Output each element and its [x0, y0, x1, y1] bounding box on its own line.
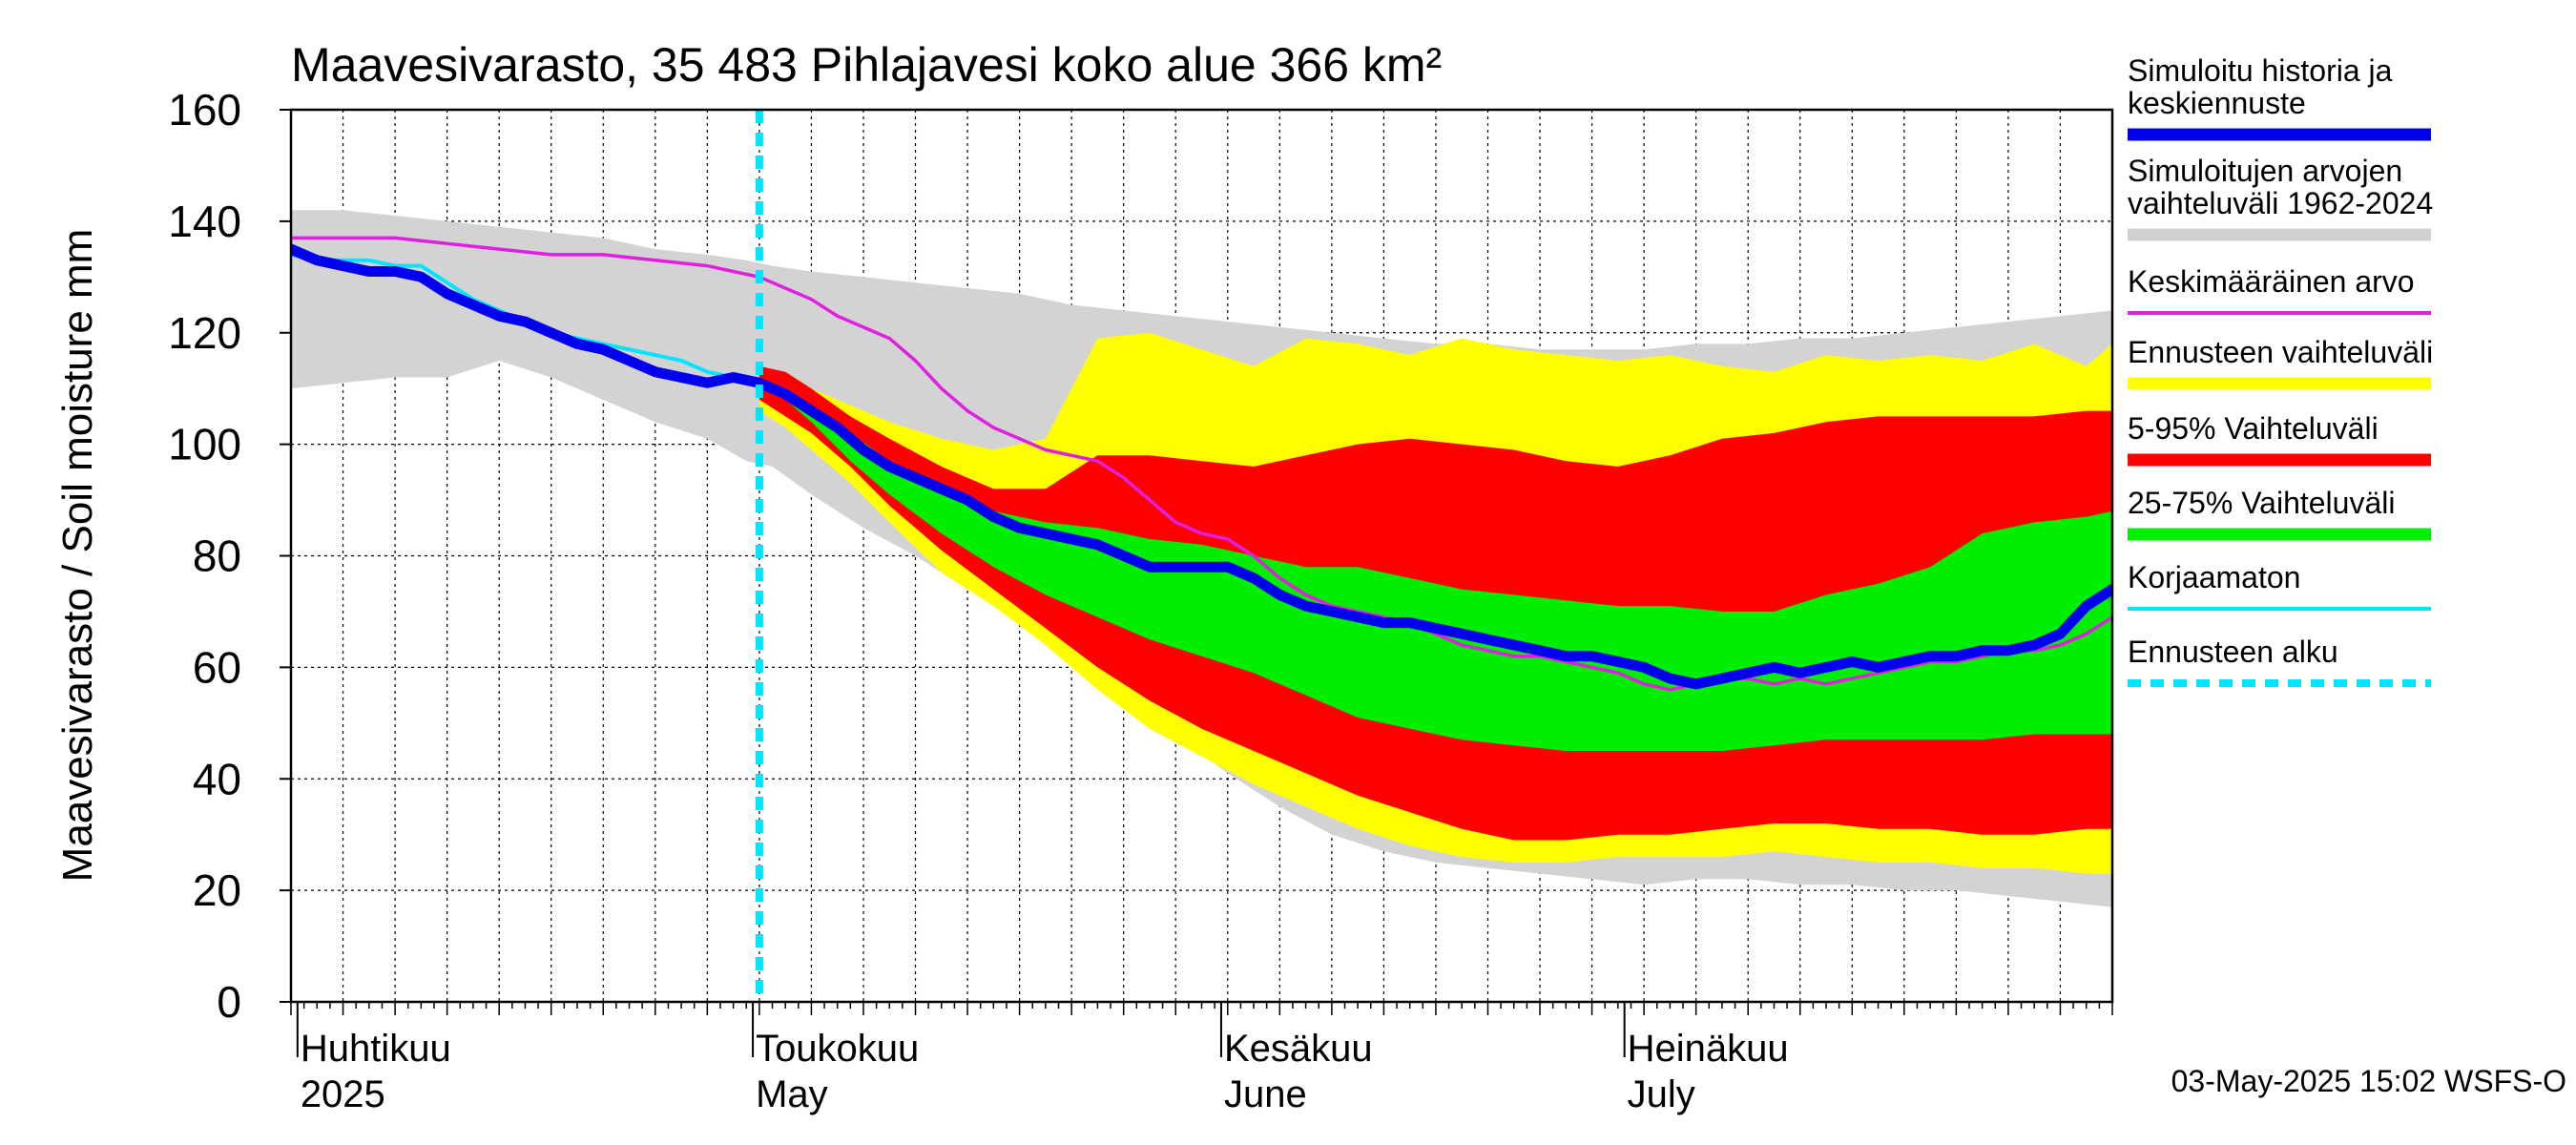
y-tick-label: 160	[168, 85, 241, 135]
legend-label-history: Simuloitu historia ja	[2128, 53, 2393, 88]
month-label-fi: Heinäkuu	[1628, 1028, 1789, 1070]
month-label-fi: Huhtikuu	[301, 1028, 451, 1070]
y-tick-label: 60	[193, 642, 241, 692]
y-tick-label: 100	[168, 420, 241, 469]
y-tick-label: 140	[168, 197, 241, 246]
y-tick-label: 0	[217, 977, 241, 1027]
chart-title: Maavesivarasto, 35 483 Pihlajavesi koko …	[291, 38, 1442, 92]
month-label-en: May	[756, 1073, 828, 1115]
month-label-en: June	[1224, 1073, 1307, 1115]
month-label-fi: Toukokuu	[756, 1028, 919, 1070]
history-line	[291, 243, 2112, 690]
mean-line	[291, 236, 2112, 692]
legend-label-forecast_start: Ennusteen alku	[2128, 635, 2338, 669]
legend-label-sim_range: vaihteluväli 1962-2024	[2128, 186, 2433, 220]
y-tick-label: 120	[168, 308, 241, 358]
y-axis-label: Maavesivarasto / Soil moisture mm	[54, 229, 101, 883]
month-label-en: 2025	[301, 1073, 385, 1115]
legend-label-sim_range: Simuloitujen arvojen	[2128, 154, 2402, 188]
legend-label-mean: Keskimääräinen arvo	[2128, 264, 2415, 299]
y-tick-label: 40	[193, 754, 241, 803]
legend-label-history: keskiennuste	[2128, 86, 2306, 120]
month-label-fi: Kesäkuu	[1224, 1028, 1373, 1070]
legend-label-forecast_range: Ennusteen vaihteluväli	[2128, 335, 2433, 369]
legend-label-uncorrected: Korjaamaton	[2128, 560, 2300, 594]
legend-label-p25_75: 25-75% Vaihteluväli	[2128, 486, 2395, 520]
timestamp: 03-May-2025 15:02 WSFS-O	[2171, 1064, 2566, 1098]
legend-label-p5_95: 5-95% Vaihteluväli	[2128, 411, 2379, 446]
month-label-en: July	[1628, 1073, 1695, 1115]
y-tick-label: 80	[193, 531, 241, 581]
y-tick-label: 20	[193, 865, 241, 915]
p25-75-band	[758, 383, 2112, 751]
